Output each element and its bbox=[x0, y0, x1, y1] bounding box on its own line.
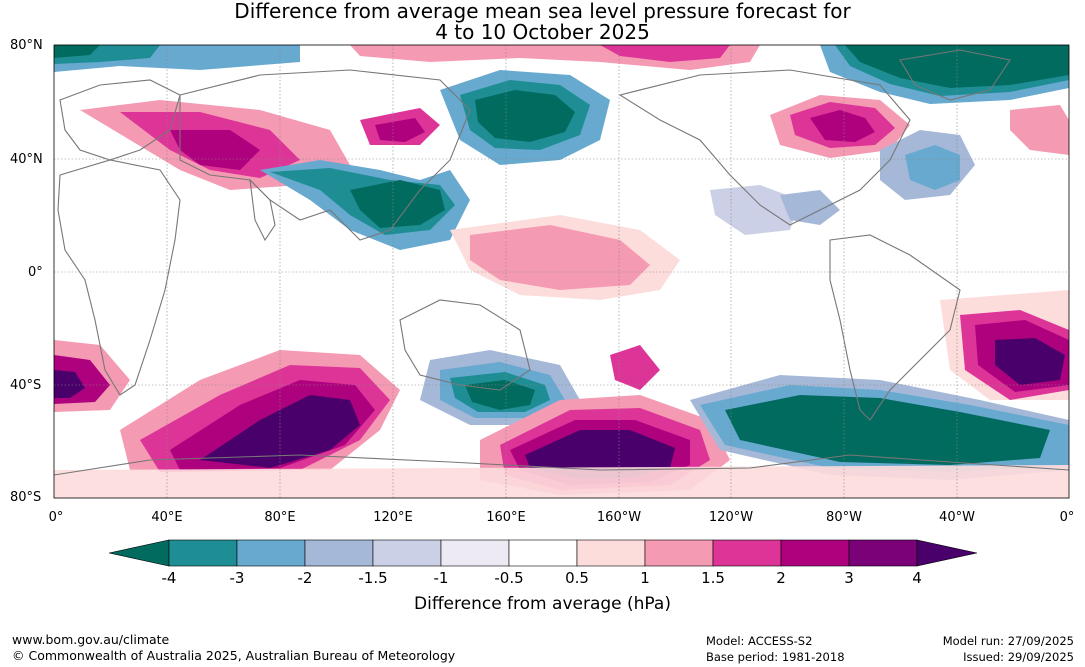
colorbar-tick: 2 bbox=[776, 569, 786, 587]
colorbar-arrow-low bbox=[109, 540, 169, 566]
colorbar-tick: -1 bbox=[434, 569, 449, 587]
footer-model: Model: ACCESS-S2 bbox=[706, 633, 812, 649]
lon-label: 0° bbox=[49, 510, 64, 525]
lon-label: 0° bbox=[1060, 510, 1075, 525]
lat-label: 80°S bbox=[10, 490, 41, 505]
lon-label: 120°W bbox=[709, 510, 753, 525]
lon-label: 160°E bbox=[486, 510, 526, 525]
colorbar-tick: -2 bbox=[298, 569, 313, 587]
colorbar-segment bbox=[849, 540, 917, 566]
lat-label: 40°S bbox=[10, 378, 41, 393]
colorbar-segment bbox=[781, 540, 849, 566]
colorbar-tick: -4 bbox=[162, 569, 177, 587]
colorbar-segment bbox=[305, 540, 373, 566]
colorbar-segment bbox=[509, 540, 577, 566]
colorbar-arrow-high bbox=[917, 540, 977, 566]
colorbar-segment bbox=[373, 540, 441, 566]
lon-label: 40°E bbox=[151, 510, 182, 525]
lon-label: 80°E bbox=[264, 510, 295, 525]
colorbar-segment bbox=[169, 540, 237, 566]
colorbar-segment bbox=[713, 540, 781, 566]
lat-label: 80°N bbox=[10, 38, 43, 53]
lon-label: 160°W bbox=[597, 510, 641, 525]
colorbar-segment bbox=[237, 540, 305, 566]
footer-website: www.bom.gov.au/climate bbox=[12, 632, 169, 648]
colorbar-tick: -3 bbox=[230, 569, 245, 587]
lon-label: 120°E bbox=[373, 510, 413, 525]
colorbar-tick: -1.5 bbox=[358, 569, 387, 587]
anomaly-region bbox=[54, 465, 1069, 498]
footer-issued: Issued: 29/09/2025 bbox=[963, 649, 1074, 665]
footer-model-run: Model run: 27/09/2025 bbox=[943, 633, 1074, 649]
colorbar-segment bbox=[441, 540, 509, 566]
colorbar-tick: 4 bbox=[912, 569, 922, 587]
colorbar-tick: 3 bbox=[844, 569, 854, 587]
colorbar bbox=[109, 540, 977, 566]
footer-copyright: © Commonwealth of Australia 2025, Austra… bbox=[12, 648, 455, 664]
lon-label: 40°W bbox=[939, 510, 975, 525]
colorbar-segment bbox=[577, 540, 645, 566]
colorbar-title: Difference from average (hPa) bbox=[0, 594, 1085, 614]
lat-label: 40°N bbox=[10, 152, 43, 167]
colorbar-tick: 1.5 bbox=[701, 569, 725, 587]
colorbar-tick: 0.5 bbox=[565, 569, 589, 587]
lon-label: 80°W bbox=[826, 510, 862, 525]
lat-label: 0° bbox=[28, 265, 43, 280]
colorbar-tick: 1 bbox=[640, 569, 650, 587]
footer-base-period: Base period: 1981-2018 bbox=[706, 649, 845, 665]
colorbar-segment bbox=[645, 540, 713, 566]
colorbar-tick: -0.5 bbox=[494, 569, 523, 587]
